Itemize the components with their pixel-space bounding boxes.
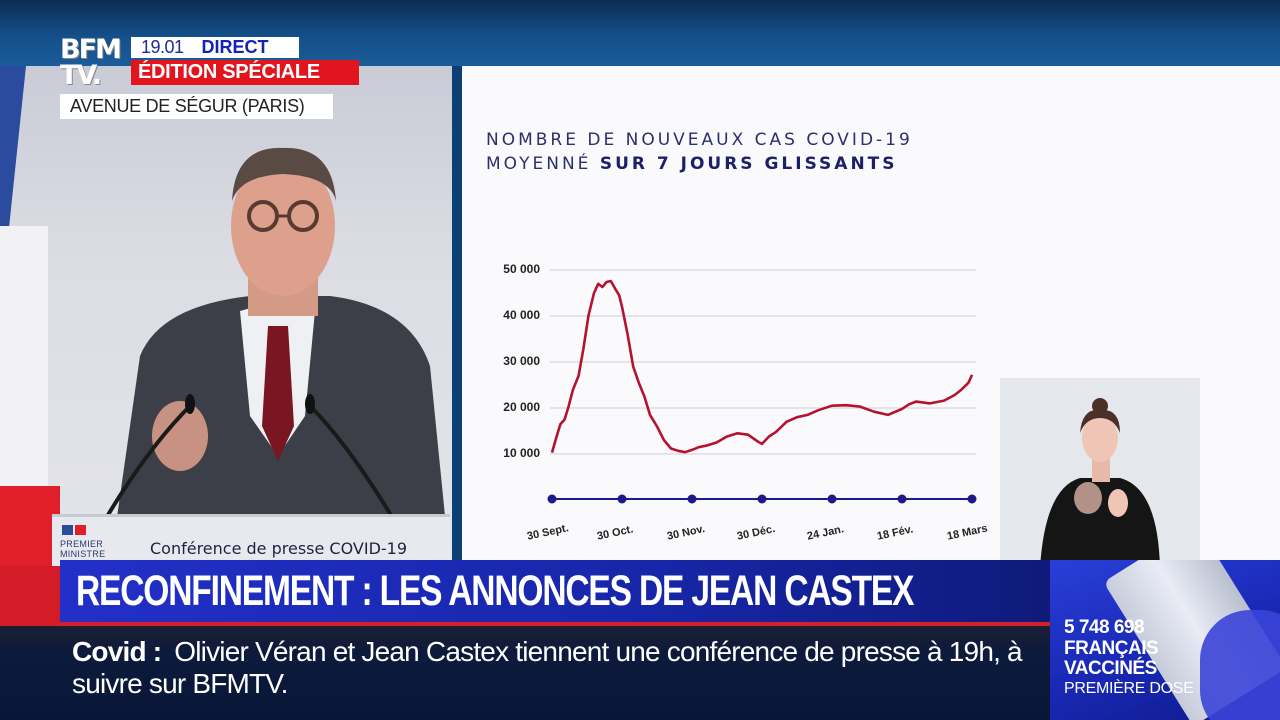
edition-badge: ÉDITION SPÉCIALE [131, 60, 359, 85]
speaker-video-feed: PREMIER MINISTRE Conférence de presse CO… [0, 66, 452, 566]
red-accent [0, 566, 60, 626]
ticker-topic: Covid : [72, 636, 162, 667]
vaccinated-label-2: VACCINÉS [1064, 658, 1157, 679]
speaker-figure [100, 147, 450, 566]
y-tick-label: 20 000 [503, 400, 540, 414]
y-tick-label: 40 000 [503, 308, 540, 322]
news-ticker: Covid : Olivier Véran et Jean Castex tie… [0, 626, 1050, 720]
sign-language-interpreter [1000, 378, 1200, 568]
vaccinated-count: 5 748 698 [1064, 617, 1145, 638]
headline-banner: RECONFINEMENT : LES ANNONCES DE JEAN CAS… [60, 560, 1060, 626]
government-label: PREMIER MINISTRE [60, 539, 106, 559]
y-tick-label: 50 000 [503, 262, 540, 276]
glove-image [1200, 610, 1280, 720]
location-label: AVENUE DE SÉGUR (PARIS) [60, 94, 333, 119]
vaccinated-label-1: FRANÇAIS [1064, 638, 1159, 659]
podium: PREMIER MINISTRE Conférence de presse CO… [52, 514, 450, 566]
chart-title: NOMBRE DE NOUVEAUX CAS COVID-19 MOYENNÉ … [486, 130, 913, 174]
headline-underline [60, 622, 1060, 626]
bfmtv-logo: BFM TV. [60, 34, 122, 91]
ticker-text: Covid : Olivier Véran et Jean Castex tie… [72, 636, 1042, 700]
broadcast-time: 19.01 [141, 37, 184, 57]
y-tick-label: 10 000 [503, 446, 540, 460]
headline-text: RECONFINEMENT : LES ANNONCES DE JEAN CAS… [76, 567, 915, 615]
interpreter-figure [1040, 398, 1160, 568]
podium-title: Conférence de presse COVID-19 [150, 539, 408, 558]
y-tick-label: 30 000 [503, 354, 540, 368]
vaccinated-label-3: PREMIÈRE DOSE [1064, 680, 1194, 697]
time-live-box: 19.01 DIRECT [131, 37, 299, 58]
ticker-message: Olivier Véran et Jean Castex tiennent un… [72, 636, 1023, 699]
live-label: DIRECT [201, 37, 269, 57]
vaccination-counter: 5 748 698 FRANÇAIS VACCINÉS PREMIÈRE DOS… [1050, 560, 1280, 720]
line-chart [547, 269, 977, 504]
french-flag [0, 66, 60, 566]
government-logo-icon [62, 525, 86, 535]
